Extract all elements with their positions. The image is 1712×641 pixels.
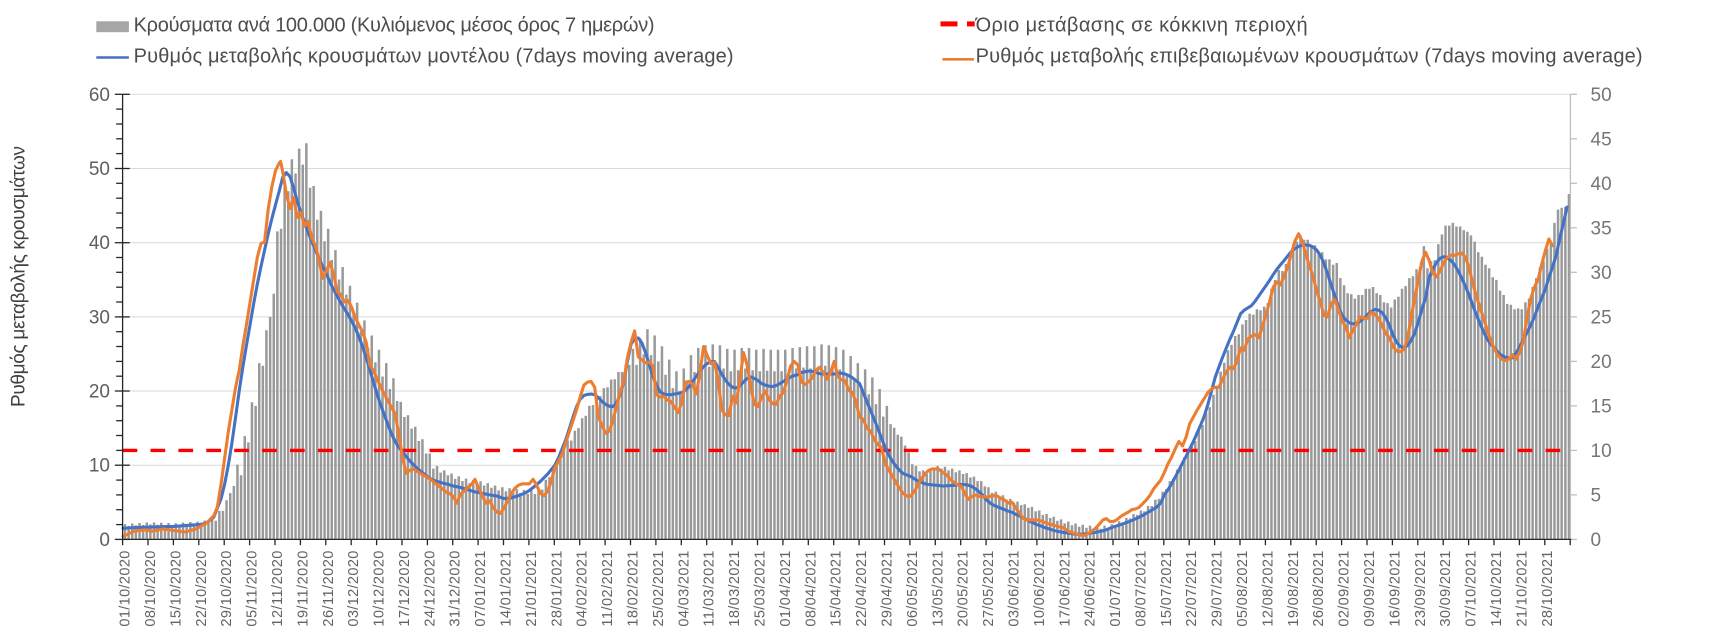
svg-text:30/09/2021: 30/09/2021 <box>1438 551 1454 627</box>
svg-text:08/07/2021: 08/07/2021 <box>1133 551 1149 627</box>
svg-text:25: 25 <box>1591 307 1612 328</box>
svg-text:Κρούσματα ανά 100.000 (Κυλιόμε: Κρούσματα ανά 100.000 (Κυλιόμενος μέσος … <box>134 15 655 37</box>
svg-text:25/02/2021: 25/02/2021 <box>651 551 667 627</box>
svg-text:03/12/2020: 03/12/2020 <box>346 551 362 627</box>
svg-text:50: 50 <box>1591 85 1612 106</box>
svg-text:Ρυθμός μεταβολής κρουσμάτων: Ρυθμός μεταβολής κρουσμάτων <box>9 146 30 407</box>
svg-text:23/09/2021: 23/09/2021 <box>1413 551 1429 627</box>
svg-text:15: 15 <box>1591 396 1612 417</box>
svg-text:Ρυθμός μεταβολής κρουσμάτων μο: Ρυθμός μεταβολής κρουσμάτων μοντέλου (7d… <box>134 46 734 68</box>
svg-text:14/10/2021: 14/10/2021 <box>1489 551 1505 627</box>
svg-text:25/03/2021: 25/03/2021 <box>753 551 769 627</box>
svg-text:10/06/2021: 10/06/2021 <box>1032 551 1048 627</box>
svg-text:29/07/2021: 29/07/2021 <box>1210 551 1226 627</box>
svg-text:17/12/2020: 17/12/2020 <box>397 551 413 627</box>
svg-text:10: 10 <box>89 456 110 477</box>
svg-text:28/01/2021: 28/01/2021 <box>549 551 565 627</box>
svg-text:01/07/2021: 01/07/2021 <box>1108 551 1124 627</box>
svg-text:Ρυθμός μεταβολής επιβεβαιωμένω: Ρυθμός μεταβολής επιβεβαιωμένων κρουσμάτ… <box>976 46 1643 68</box>
svg-text:05/08/2021: 05/08/2021 <box>1235 551 1251 627</box>
svg-text:45: 45 <box>1591 129 1612 150</box>
svg-text:31/12/2020: 31/12/2020 <box>448 551 464 627</box>
svg-text:04/03/2021: 04/03/2021 <box>676 551 692 627</box>
svg-text:05/11/2020: 05/11/2020 <box>245 551 261 627</box>
svg-text:06/05/2021: 06/05/2021 <box>905 551 921 627</box>
svg-text:29/10/2020: 29/10/2020 <box>219 551 235 627</box>
svg-text:19/11/2020: 19/11/2020 <box>295 551 311 627</box>
svg-text:14/01/2021: 14/01/2021 <box>499 551 515 627</box>
svg-text:03/06/2021: 03/06/2021 <box>1007 551 1023 627</box>
svg-text:07/10/2021: 07/10/2021 <box>1464 551 1480 627</box>
svg-text:10: 10 <box>1591 441 1612 462</box>
svg-text:13/05/2021: 13/05/2021 <box>930 551 946 627</box>
svg-text:04/02/2021: 04/02/2021 <box>575 551 591 627</box>
svg-text:60: 60 <box>89 85 110 106</box>
svg-text:35: 35 <box>1591 218 1612 239</box>
svg-text:20: 20 <box>89 382 110 403</box>
svg-text:0: 0 <box>1591 530 1602 551</box>
svg-text:30: 30 <box>1591 263 1612 284</box>
svg-text:16/09/2021: 16/09/2021 <box>1387 551 1403 627</box>
svg-text:26/11/2020: 26/11/2020 <box>321 551 337 627</box>
svg-text:0: 0 <box>99 530 110 551</box>
svg-text:22/10/2020: 22/10/2020 <box>194 551 210 627</box>
svg-text:Όριο μετάβασης σε κόκκινη περι: Όριο μετάβασης σε κόκκινη περιοχή <box>975 15 1308 37</box>
svg-text:21/10/2021: 21/10/2021 <box>1514 551 1530 627</box>
svg-text:27/05/2021: 27/05/2021 <box>981 551 997 627</box>
svg-text:17/06/2021: 17/06/2021 <box>1057 551 1073 627</box>
svg-text:5: 5 <box>1591 485 1602 506</box>
svg-text:22/04/2021: 22/04/2021 <box>854 551 870 627</box>
svg-text:15/07/2021: 15/07/2021 <box>1159 551 1175 627</box>
svg-text:26/08/2021: 26/08/2021 <box>1311 551 1327 627</box>
svg-text:15/04/2021: 15/04/2021 <box>829 551 845 627</box>
svg-text:07/01/2021: 07/01/2021 <box>473 551 489 627</box>
svg-text:01/04/2021: 01/04/2021 <box>778 551 794 627</box>
svg-text:11/03/2021: 11/03/2021 <box>702 551 718 627</box>
svg-text:01/10/2020: 01/10/2020 <box>118 551 134 627</box>
svg-text:30: 30 <box>89 307 110 328</box>
svg-text:28/10/2021: 28/10/2021 <box>1540 551 1556 627</box>
svg-text:40: 40 <box>89 233 110 254</box>
svg-text:29/04/2021: 29/04/2021 <box>880 551 896 627</box>
svg-text:40: 40 <box>1591 174 1612 195</box>
svg-text:09/09/2021: 09/09/2021 <box>1362 551 1378 627</box>
svg-text:02/09/2021: 02/09/2021 <box>1337 551 1353 627</box>
svg-text:24/06/2021: 24/06/2021 <box>1083 551 1099 627</box>
svg-text:24/12/2020: 24/12/2020 <box>422 551 438 627</box>
svg-text:15/10/2020: 15/10/2020 <box>168 551 184 627</box>
svg-text:08/04/2021: 08/04/2021 <box>803 551 819 627</box>
svg-text:20/05/2021: 20/05/2021 <box>956 551 972 627</box>
svg-text:18/02/2021: 18/02/2021 <box>626 551 642 627</box>
svg-text:12/08/2021: 12/08/2021 <box>1260 551 1276 627</box>
svg-text:11/02/2021: 11/02/2021 <box>600 551 616 627</box>
svg-text:18/03/2021: 18/03/2021 <box>727 551 743 627</box>
svg-text:12/11/2020: 12/11/2020 <box>270 551 286 627</box>
svg-text:08/10/2020: 08/10/2020 <box>143 551 159 627</box>
svg-text:50: 50 <box>89 159 110 180</box>
svg-text:10/12/2020: 10/12/2020 <box>372 551 388 627</box>
svg-text:22/07/2021: 22/07/2021 <box>1184 551 1200 627</box>
svg-text:19/08/2021: 19/08/2021 <box>1286 551 1302 627</box>
svg-text:21/01/2021: 21/01/2021 <box>524 551 540 627</box>
svg-text:20: 20 <box>1591 352 1612 373</box>
